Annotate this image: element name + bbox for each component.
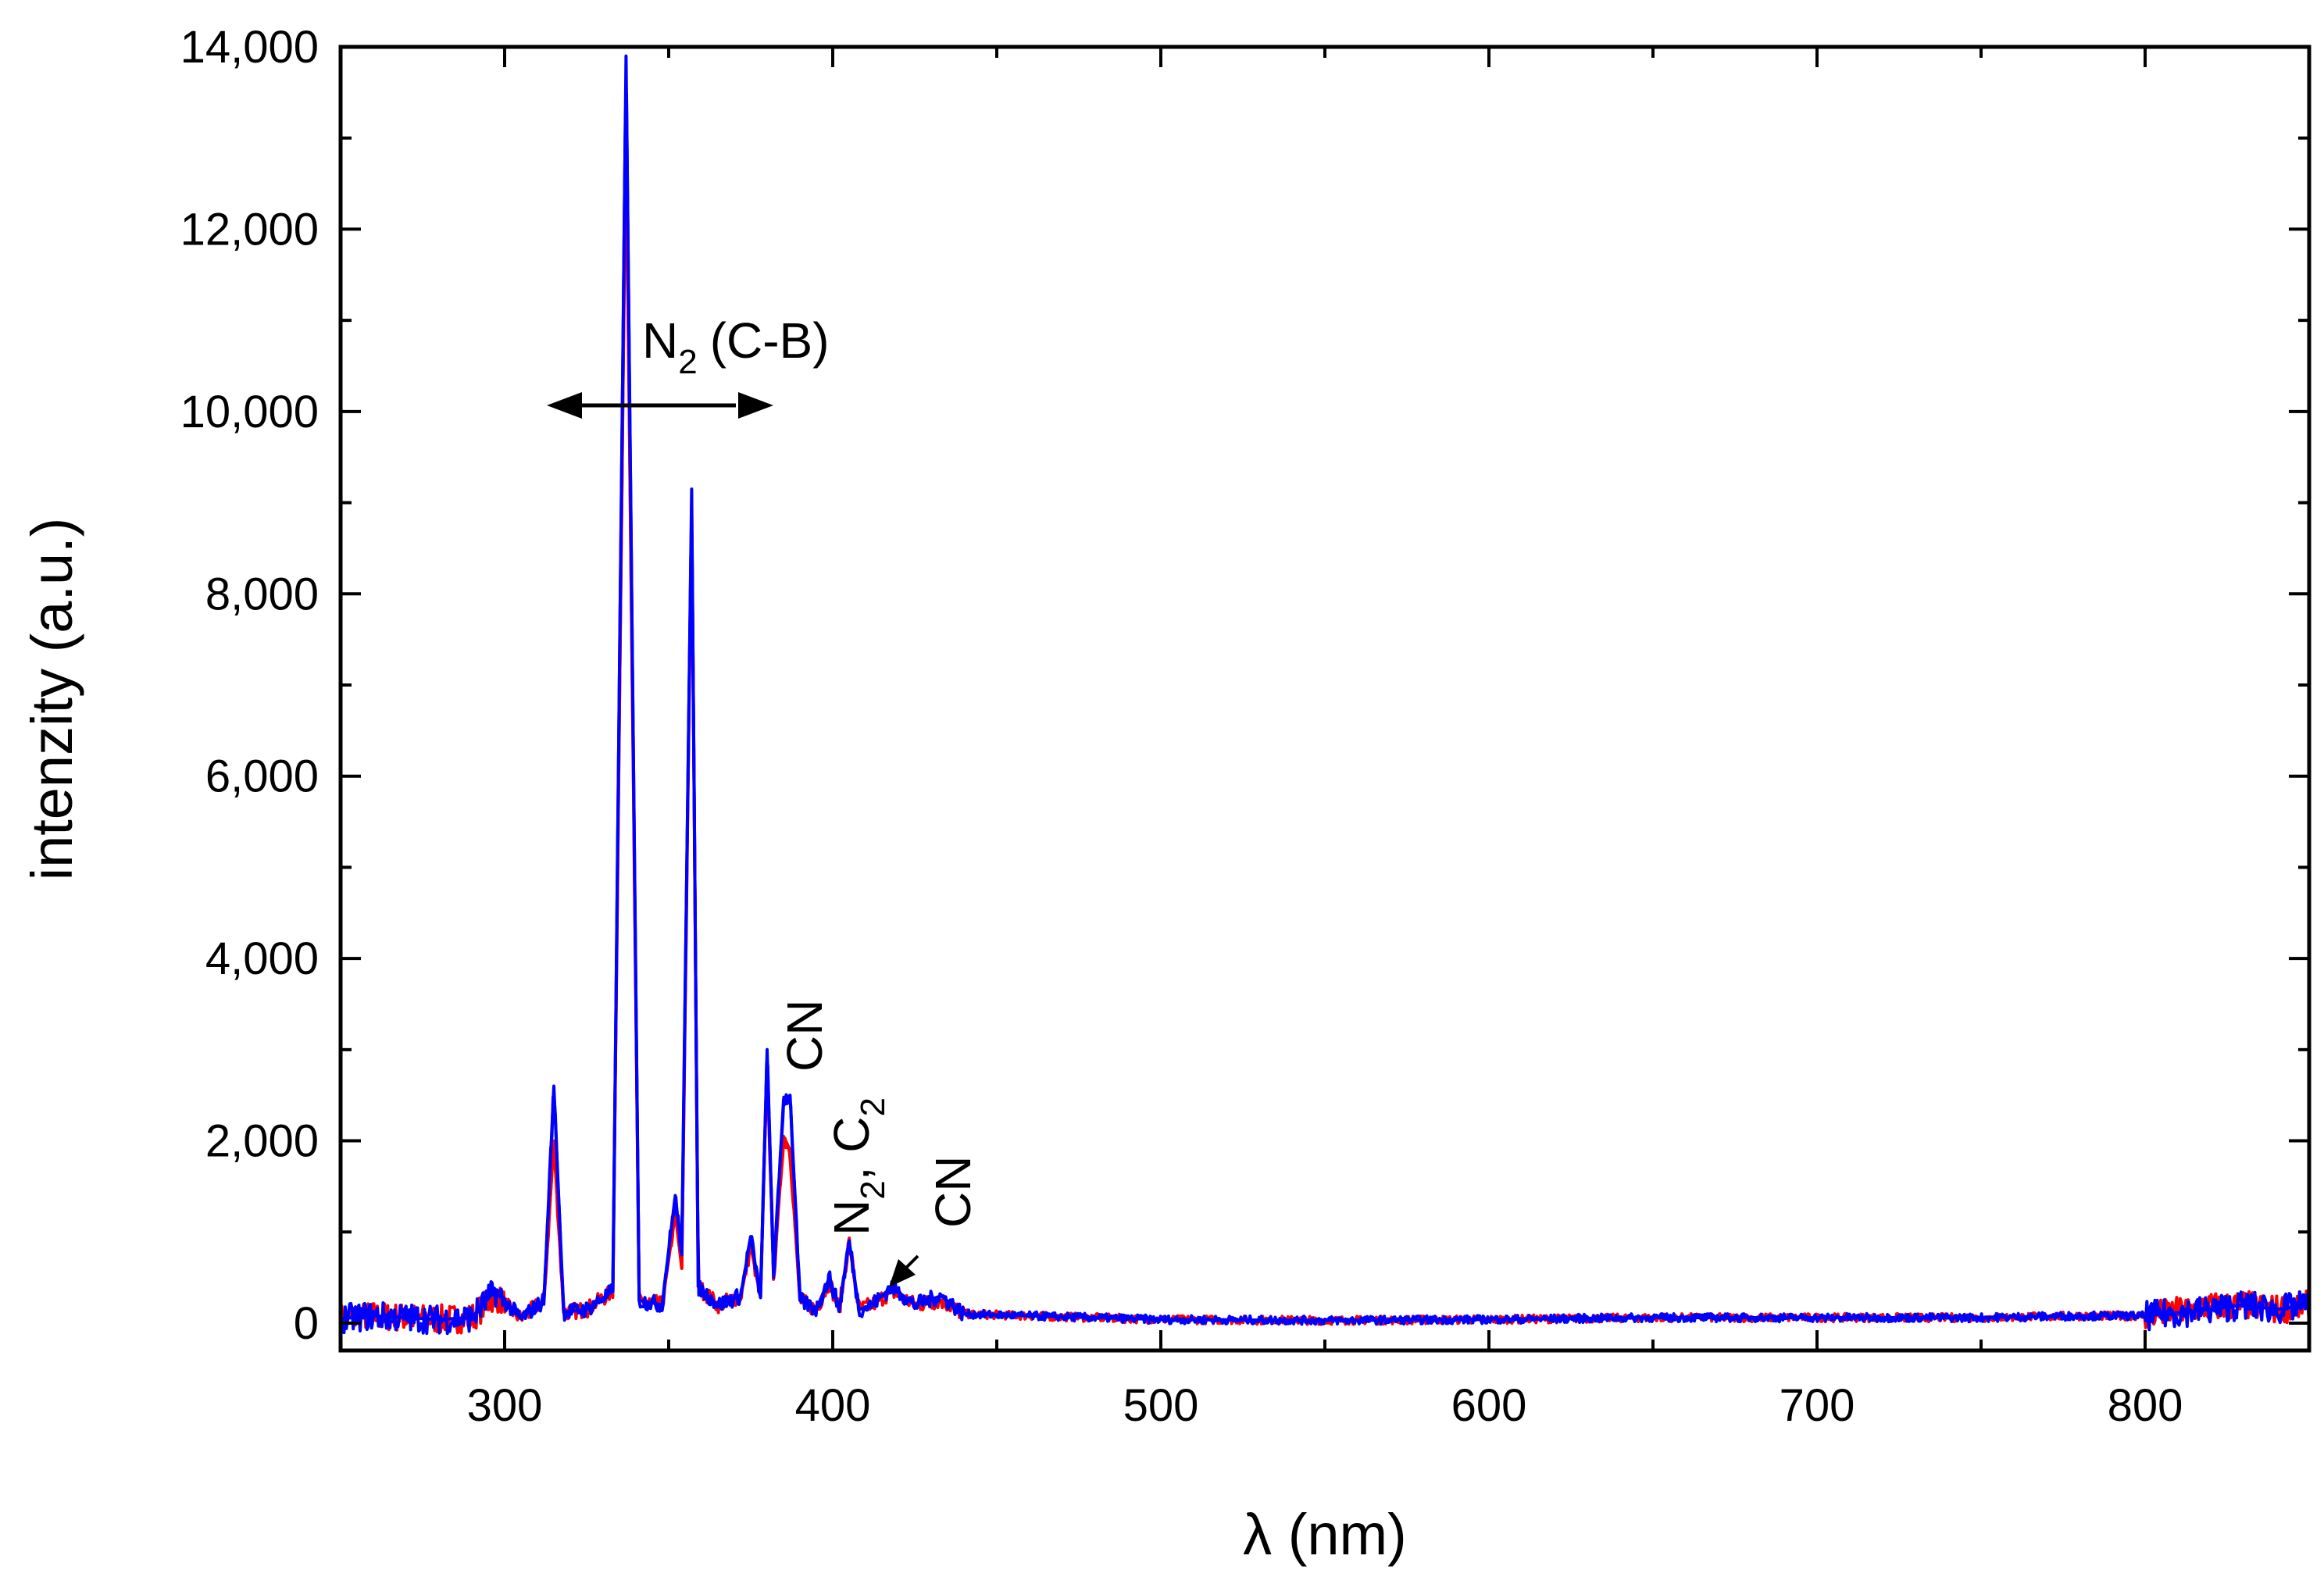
ticks-layer bbox=[339, 45, 2311, 1350]
x-tick-label: 800 bbox=[2108, 1380, 2183, 1431]
plot-frame bbox=[338, 45, 2312, 1353]
series-layer bbox=[341, 54, 2309, 1336]
annotation-n2-cb: N2 (C-B) bbox=[547, 312, 830, 419]
x-tick-label: 400 bbox=[795, 1380, 871, 1431]
annotation-cn-1: CN bbox=[776, 1000, 833, 1072]
y-tick-label: 2,000 bbox=[205, 1116, 319, 1167]
y-tick-label: 4,000 bbox=[205, 933, 319, 984]
annotation-n2c2-n: N bbox=[823, 1200, 880, 1236]
tick-labels-layer: 300 400 500 600 700 800 0 2,000 4,000 6,000 8,000 1… bbox=[180, 22, 2183, 1431]
x-tick-label: 600 bbox=[1451, 1380, 1527, 1431]
annotation-n2-subscript: 2 bbox=[678, 343, 697, 381]
svg-text:N2(C-B): N2 (C-B) bbox=[642, 312, 830, 381]
y-tick-label: 12,000 bbox=[180, 204, 319, 255]
y-tick-label: 10,000 bbox=[180, 387, 319, 437]
y-tick-label: 14,000 bbox=[180, 22, 319, 73]
annotation-n2c2-comma: , C bbox=[823, 1117, 880, 1181]
y-axis-title: intenzity (a.u.) bbox=[20, 518, 84, 881]
x-axis-title: λ (nm) bbox=[1243, 1502, 1407, 1567]
series-blue-peaks bbox=[341, 54, 2309, 1322]
series-red-line bbox=[341, 165, 2309, 1335]
x-tick-label: 300 bbox=[467, 1380, 543, 1431]
annotation-arrowhead-left bbox=[547, 392, 582, 419]
annotation-n2c2-sub1: 2 bbox=[854, 1180, 892, 1199]
annotation-cn-2: CN bbox=[925, 1156, 981, 1228]
x-tick-label: 500 bbox=[1123, 1380, 1199, 1431]
y-tick-label: 6,000 bbox=[205, 751, 319, 802]
y-tick-label: 8,000 bbox=[205, 569, 319, 619]
y-tick-label: 0 bbox=[294, 1298, 319, 1349]
annotation-n2-letter: N bbox=[642, 312, 678, 369]
annotation-arrowhead-right bbox=[738, 392, 773, 419]
series-red-peaks bbox=[341, 118, 2309, 1322]
annotation-cn-arrowhead bbox=[889, 1259, 916, 1287]
series-blue-line bbox=[341, 93, 2309, 1336]
annotation-n2-c2: N2, C2 bbox=[823, 1097, 892, 1236]
x-tick-label: 700 bbox=[1780, 1380, 1855, 1431]
annotation-n2c2-sub2: 2 bbox=[854, 1097, 892, 1116]
annotation-n2-band: (C-B) bbox=[710, 312, 830, 369]
